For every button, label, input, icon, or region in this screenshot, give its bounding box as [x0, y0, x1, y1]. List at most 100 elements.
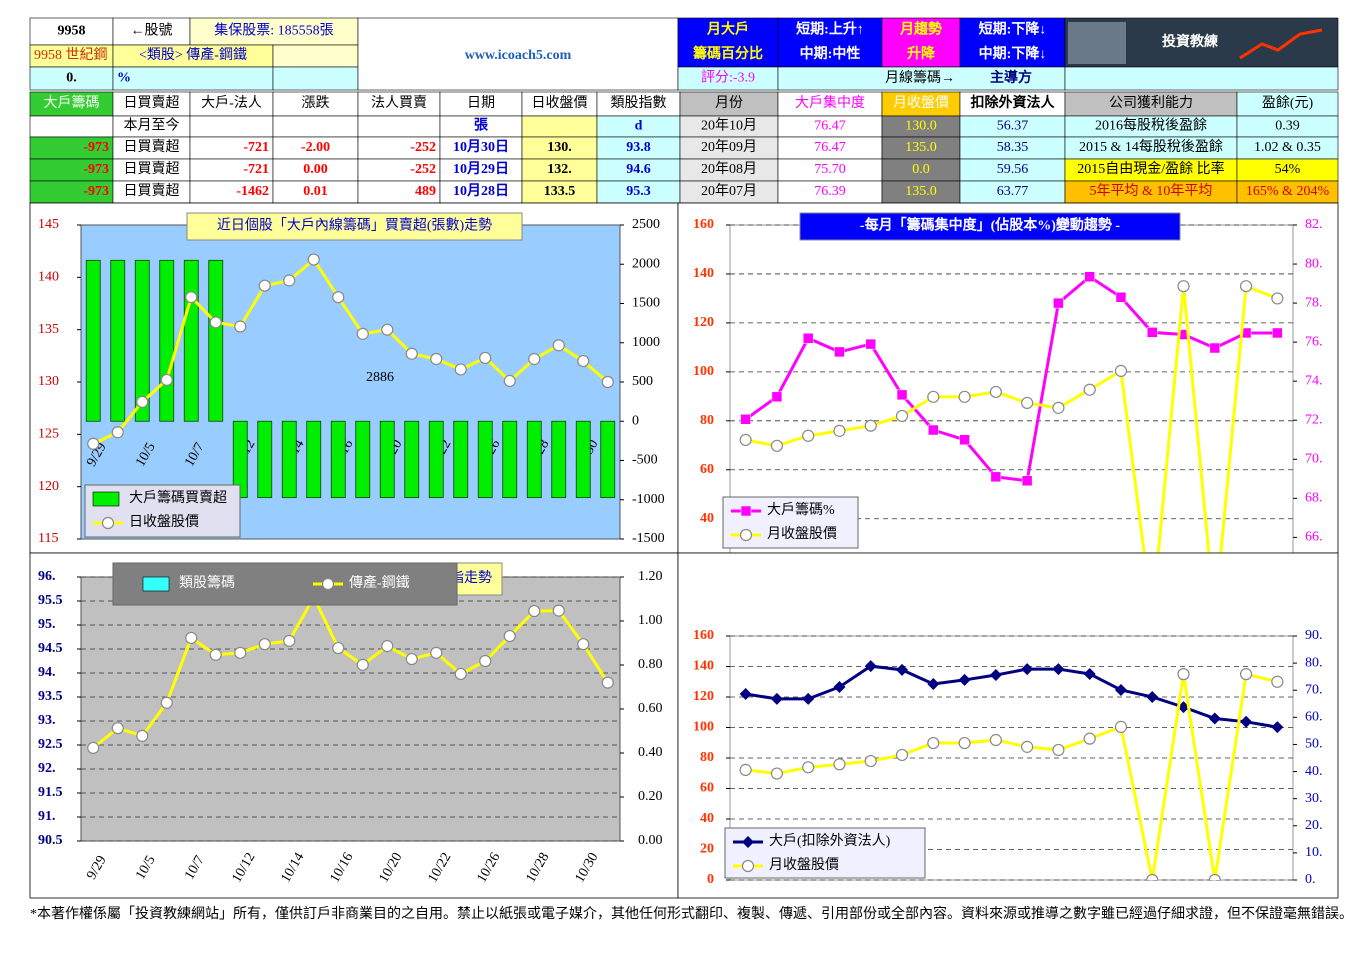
marker [160, 696, 173, 709]
y2-tick-label: 70. [1305, 452, 1323, 467]
bar [575, 420, 591, 499]
legend-label: 傳產-鋼鐵 [349, 574, 410, 591]
cell-text: 2015 & 14每股稅後盈餘 [1079, 138, 1223, 155]
marker [864, 660, 877, 673]
marker [111, 722, 124, 735]
marker [770, 439, 784, 452]
cell [112, 17, 191, 46]
title-box [186, 212, 523, 241]
marker [479, 351, 492, 365]
marker [528, 352, 541, 366]
cell-text: 93.8 [626, 140, 651, 155]
marker [87, 741, 100, 754]
y2-tick-label: 80. [1305, 655, 1323, 670]
marker [802, 692, 815, 705]
cell-text: 95.3 [626, 184, 651, 199]
plot-area [80, 576, 621, 842]
bar [159, 259, 175, 422]
cell-text: 133.5 [544, 184, 576, 199]
marker [1208, 712, 1221, 725]
y2-tick-label: -500 [632, 453, 658, 468]
marker [895, 409, 909, 423]
y2-tick-label: 68. [1305, 491, 1323, 506]
cell-text: 76.47 [814, 119, 846, 134]
cell [959, 91, 1066, 117]
cell-text: 0.01 [303, 184, 328, 199]
y-tick-label: 0 [707, 872, 714, 887]
y2-tick-label: 80. [1305, 256, 1323, 271]
marker [1084, 271, 1095, 282]
marker [989, 385, 1002, 399]
cell-text: -252 [410, 140, 436, 155]
marker [430, 646, 443, 659]
cell-text: 76.47 [814, 140, 846, 155]
y-tick-label: 95.5 [38, 593, 63, 608]
cell-text: -721 [243, 162, 269, 177]
marker [739, 688, 752, 701]
marker [332, 641, 345, 655]
cell-text: 20年08月 [701, 161, 757, 177]
marker [895, 748, 909, 762]
marker [865, 338, 876, 350]
y2-tick-label: 10. [1305, 845, 1323, 860]
cell-text: 75.70 [814, 162, 846, 177]
marker [356, 327, 369, 340]
cell [189, 17, 359, 46]
cell-text: 中期:下降↓ [979, 45, 1047, 62]
y2-tick-label: 74. [1305, 373, 1323, 388]
marker [258, 279, 271, 292]
title-box [799, 212, 1181, 241]
marker [160, 373, 173, 387]
bar [502, 420, 518, 499]
marker [1083, 732, 1096, 745]
cell-text: 56.37 [997, 119, 1029, 134]
y-tick-label: 60 [700, 781, 714, 796]
cell [881, 91, 961, 117]
marker [479, 654, 492, 668]
cell-text: 公司獲利能力 [1109, 95, 1193, 111]
marker [454, 667, 467, 681]
marker [958, 390, 971, 403]
cell-text: -1462 [236, 184, 269, 199]
marker [321, 577, 335, 591]
marker [1052, 663, 1065, 676]
cell-text: 日買賣超 [124, 183, 180, 199]
marker [1177, 280, 1190, 293]
marker [1177, 701, 1190, 714]
y-tick-label: 40 [700, 811, 714, 826]
chart-title: 近日個股「大戶內線籌碼」買賣超(張數)走勢 [217, 218, 492, 234]
y-tick-label: 92.5 [38, 737, 63, 752]
marker [258, 638, 271, 651]
legend-label: 大戶籌碼買賣超 [129, 490, 227, 506]
bar [110, 259, 126, 422]
cell [357, 115, 441, 138]
y-tick-label: 140 [38, 270, 59, 285]
y2-tick-label: 0.00 [638, 833, 663, 848]
legend-label: 類股籌碼 [179, 575, 235, 591]
marker [1083, 383, 1096, 396]
cell-text: 10月28日 [453, 183, 509, 199]
marker [1209, 342, 1221, 354]
y-tick-label: 91. [38, 809, 56, 824]
y2-tick-label: 90. [1305, 628, 1323, 643]
marker [601, 375, 614, 389]
site-logo: www.icoach5.com [465, 48, 572, 63]
marker [927, 390, 940, 403]
marker [185, 291, 198, 304]
y2-tick-label: -1500 [632, 531, 665, 546]
bar [379, 420, 395, 499]
cell [112, 66, 274, 91]
marker [234, 646, 247, 659]
cell-text: 大戶籌碼 [44, 95, 100, 111]
y-tick-label: 115 [38, 531, 58, 546]
marker [381, 323, 394, 336]
cell [29, 17, 114, 46]
y2-tick-label: 66. [1305, 530, 1323, 545]
y2-tick-label: 76. [1305, 334, 1323, 349]
brand-photo [1068, 22, 1126, 64]
cell-text: 月大戶 [706, 20, 749, 37]
cell-text: d [635, 119, 643, 134]
cell-text: ←股號 [131, 23, 173, 39]
y-tick-label: 145 [38, 217, 59, 232]
y-tick-label: 130 [38, 374, 59, 389]
